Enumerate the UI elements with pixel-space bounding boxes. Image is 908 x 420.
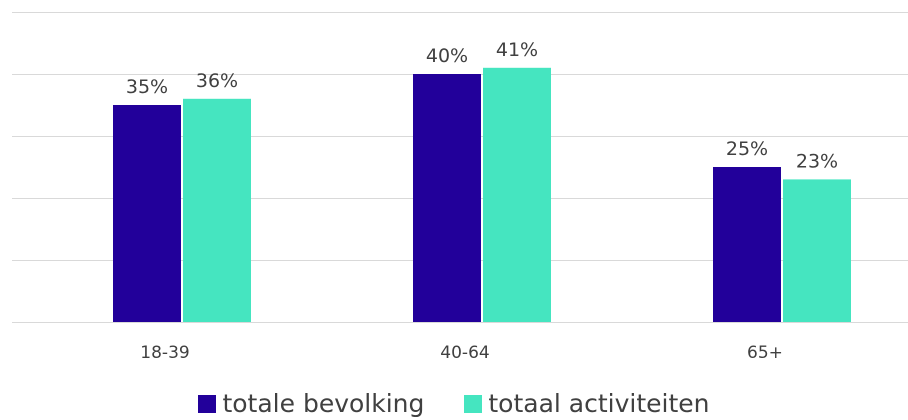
data-label: 23% xyxy=(796,150,838,172)
bars xyxy=(113,67,851,322)
bar-series-2-18-39 xyxy=(183,98,251,322)
bar-chart: 35% 40% 25% 36% 41% 23% 18-39 40-64 65+ xyxy=(12,12,908,363)
bar-series-1-65+ xyxy=(713,167,781,322)
x-tick-label: 18-39 xyxy=(140,343,189,363)
data-label: 35% xyxy=(126,76,168,98)
data-label: 36% xyxy=(196,70,238,92)
x-tick-label: 65+ xyxy=(747,343,783,363)
bar-series-1-40-64 xyxy=(413,74,481,322)
x-tick-label: 40-64 xyxy=(440,343,489,363)
legend-label-series-1: totale bevolking xyxy=(222,389,425,418)
x-axis-tick-labels: 18-39 40-64 65+ xyxy=(140,343,783,363)
bar-series-2-65+ xyxy=(783,179,851,322)
data-label: 40% xyxy=(426,45,468,67)
bar-series-1-18-39 xyxy=(113,105,181,322)
data-labels: 35% 40% 25% 36% 41% 23% xyxy=(126,39,838,173)
legend-swatch-series-1 xyxy=(198,395,217,413)
data-label: 25% xyxy=(726,138,768,160)
data-label: 41% xyxy=(496,39,538,61)
legend: totale bevolking totaal activiteiten xyxy=(0,388,908,420)
legend-swatch-series-2 xyxy=(464,395,483,413)
legend-item-series-2: totaal activiteiten xyxy=(464,388,710,420)
legend-label-series-2: totaal activiteiten xyxy=(488,389,710,418)
legend-item-series-1: totale bevolking xyxy=(198,388,424,420)
bar-series-2-40-64 xyxy=(483,67,551,322)
